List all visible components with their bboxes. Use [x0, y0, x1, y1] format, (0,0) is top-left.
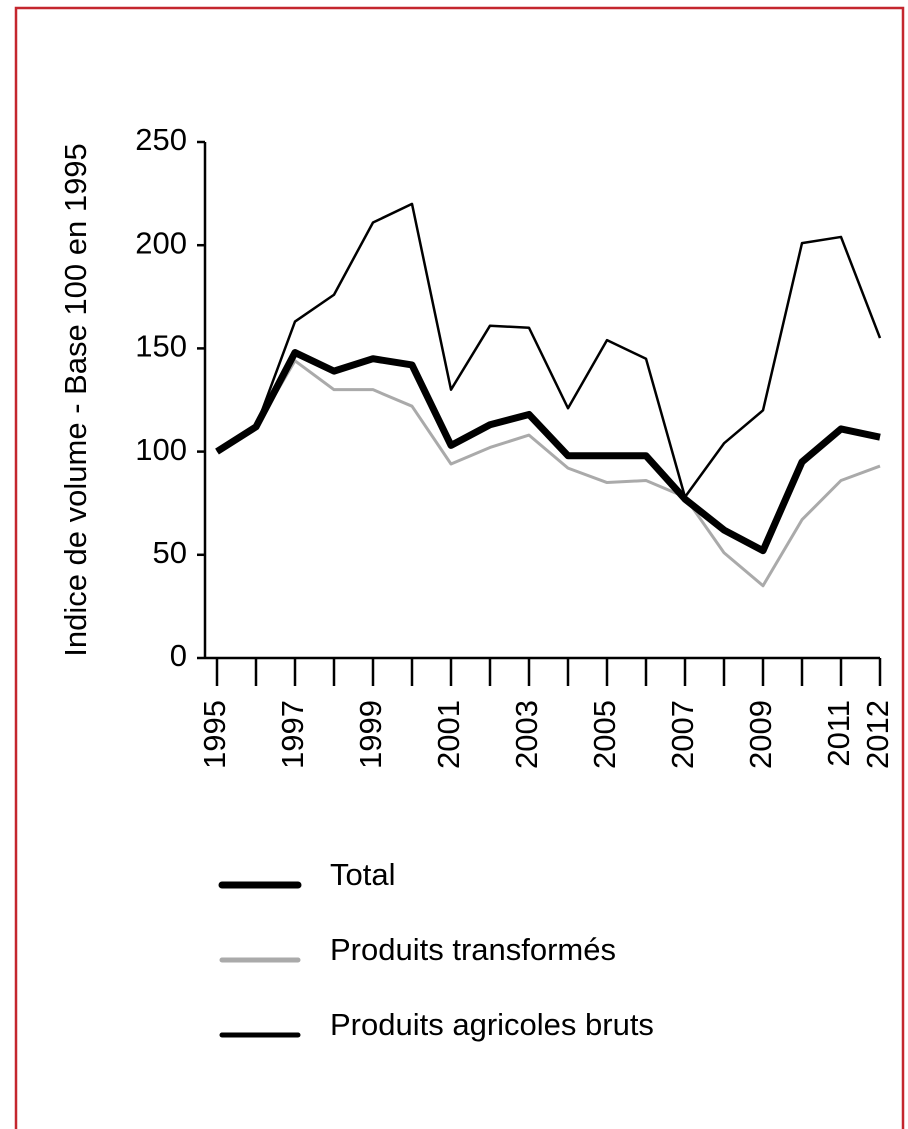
y-tick-label: 0 [170, 638, 187, 673]
legend-label: Total [330, 857, 395, 892]
x-tick-label: 1997 [275, 700, 310, 769]
series-line [216, 202, 882, 499]
x-tick-label: 2007 [665, 700, 700, 769]
x-tick-label: 2005 [587, 700, 622, 769]
series-line [215, 349, 881, 555]
x-tick-label: 2012 [860, 700, 895, 769]
y-axis-label: Indice de volume - Base 100 en 1995 [58, 143, 93, 657]
y-tick-label: 50 [153, 535, 187, 570]
x-tick-label: 2009 [743, 700, 778, 769]
series-line [216, 359, 881, 588]
y-tick-label: 250 [135, 122, 187, 157]
x-tick-label: 2001 [431, 700, 466, 769]
x-tick-label: 1995 [197, 700, 232, 769]
x-tick-label: 2003 [509, 700, 544, 769]
y-tick-label: 150 [135, 329, 187, 364]
y-tick-label: 200 [135, 225, 187, 260]
y-tick-label: 100 [135, 432, 187, 467]
legend-label: Produits transformés [330, 932, 616, 967]
frame [14, 6, 905, 1129]
legend-label: Produits agricoles bruts [330, 1007, 654, 1042]
x-tick-label: 1999 [353, 700, 388, 769]
x-tick-label: 2011 [821, 700, 856, 767]
